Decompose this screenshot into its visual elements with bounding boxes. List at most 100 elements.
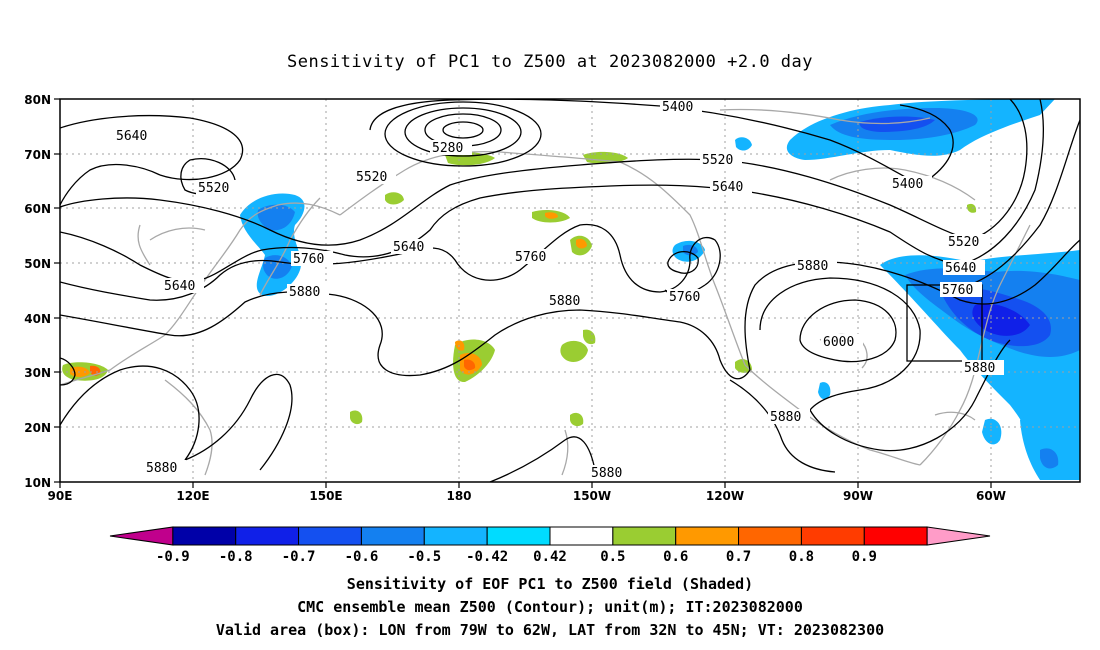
colorbar-label: -0.9	[156, 549, 190, 565]
colorbar-label: 0.5	[600, 549, 625, 565]
colorbar-label: -0.6	[345, 549, 379, 565]
lon-tick-label: 60W	[976, 489, 1006, 503]
contour-label: 5520	[196, 180, 238, 196]
lon-tick-label: 90E	[48, 489, 73, 503]
contour-labels: 5640 5520 5280 5520 5400 5520 5640 5400 …	[114, 99, 1004, 481]
colorbar-label: 0.7	[726, 549, 751, 565]
lat-tick-label: 30N	[24, 366, 51, 380]
caption-line-2: CMC ensemble mean Z500 (Contour); unit(m…	[297, 598, 803, 616]
contour-label-text: 5520	[702, 153, 733, 168]
contour-label-text: 5760	[669, 290, 700, 305]
contour-label: 5760	[940, 282, 982, 298]
lat-tick-label: 80N	[24, 93, 51, 107]
contour-label-text: 5880	[146, 461, 177, 476]
contour-label-text: 5880	[797, 259, 828, 274]
lon-tick-label: 180	[446, 489, 471, 503]
contour-label-text: 5400	[662, 100, 693, 115]
colorbar-label: 0.42	[533, 549, 567, 565]
colorbar-segment	[612, 526, 677, 546]
contour-label: 5880	[547, 293, 589, 309]
lat-tick-label: 60N	[24, 202, 51, 216]
colorbar-label: -0.42	[466, 549, 508, 565]
colorbar-segment	[172, 526, 237, 546]
contour-label-text: 5880	[549, 294, 580, 309]
axis-ticks	[54, 98, 992, 488]
contour-label-text: 6000	[823, 335, 854, 350]
shaded-sensitivity	[62, 99, 1080, 480]
colorbar-label: -0.8	[219, 549, 253, 565]
contour-label: 5760	[667, 289, 709, 305]
contour-label: 5880	[962, 360, 1004, 376]
colorbar-segment	[863, 526, 928, 546]
lon-tick-labels: 90E 120E 150E 180 150W 120W 90W 60W	[48, 489, 1006, 503]
plot-frame	[59, 98, 1081, 483]
contour-label: 5880	[768, 409, 810, 425]
lon-tick-label: 90W	[843, 489, 873, 503]
map-panel: 5640 5520 5280 5520 5400 5520 5640 5400 …	[24, 93, 1081, 565]
colorbar-segment	[800, 526, 865, 546]
lon-tick-label: 120W	[706, 489, 744, 503]
colorbar-boxes	[109, 526, 991, 546]
lat-tick-label: 70N	[24, 148, 51, 162]
colorbar-label: 0.6	[663, 549, 688, 565]
contour-label-text: 5640	[393, 240, 424, 255]
lon-tick-label: 150E	[309, 489, 342, 503]
contour-label: 5640	[114, 128, 156, 144]
contour-label-text: 5880	[289, 285, 320, 300]
colorbar-segment	[423, 526, 488, 546]
contour-label: 5880	[287, 284, 329, 300]
colorbar-segment	[109, 526, 174, 546]
lat-lon-grid	[60, 99, 1080, 482]
contour-label: 5520	[700, 152, 742, 168]
contour-label-text: 5880	[591, 466, 622, 481]
lon-tick-label: 120E	[176, 489, 209, 503]
lat-tick-label: 10N	[24, 476, 51, 490]
contour-label: 6000	[821, 334, 863, 350]
contour-label: 5520	[946, 234, 988, 250]
colorbar-segment	[298, 526, 362, 546]
contour-label-text: 5520	[356, 170, 387, 185]
contour-label-text: 5280	[432, 141, 463, 156]
contour-label-text: 5760	[293, 252, 324, 267]
contour-label: 5640	[391, 239, 433, 255]
contour-label: 5880	[795, 258, 837, 274]
contour-label: 5640	[162, 278, 204, 294]
contour-label: 5520	[354, 169, 396, 185]
contour-label-text: 5520	[198, 181, 229, 196]
contour-label-text: 5640	[945, 261, 976, 276]
colorbar-segment	[486, 526, 551, 546]
caption-line-1: Sensitivity of EOF PC1 to Z500 field (Sh…	[346, 575, 754, 593]
contour-label: 5640	[710, 179, 752, 195]
contour-label: 5280	[430, 140, 472, 156]
contour-label-text: 5520	[948, 235, 979, 250]
colorbar-label: 0.8	[789, 549, 814, 565]
contour-label: 5880	[589, 465, 631, 481]
contour-label-text: 5640	[116, 129, 147, 144]
lat-tick-label: 20N	[24, 421, 51, 435]
contour-label-text: 5640	[712, 180, 743, 195]
z500-contours	[60, 99, 1080, 482]
colorbar-label: -0.5	[407, 549, 441, 565]
colorbar-segment	[675, 526, 740, 546]
colorbar-label: 0.9	[852, 549, 877, 565]
chart-title: Sensitivity of PC1 to Z500 at 2023082000…	[286, 52, 813, 72]
colorbar-segment	[549, 526, 614, 546]
contour-label-text: 5760	[942, 283, 973, 298]
coastlines	[60, 108, 1031, 476]
colorbar-label: -0.7	[282, 549, 316, 565]
lat-tick-label: 40N	[24, 312, 51, 326]
lon-tick-label: 150W	[573, 489, 611, 503]
contour-label-text: 5400	[892, 177, 923, 192]
colorbar-segment	[926, 526, 991, 546]
contour-label: 5400	[890, 176, 932, 192]
contour-label: 5880	[144, 460, 186, 476]
contour-label: 5400	[660, 99, 702, 115]
colorbar-labels: -0.9 -0.8 -0.7 -0.6 -0.5 -0.42 0.42 0.5 0.6 0.7 0.…	[156, 549, 877, 565]
contour-label-text: 5640	[164, 279, 195, 294]
contour-label: 5640	[943, 260, 985, 276]
contour-label-text: 5880	[964, 361, 995, 376]
contour-label: 5760	[513, 249, 555, 265]
colorbar-segment	[360, 526, 425, 546]
colorbar-segment	[738, 526, 802, 546]
contour-label: 5760	[291, 251, 333, 267]
